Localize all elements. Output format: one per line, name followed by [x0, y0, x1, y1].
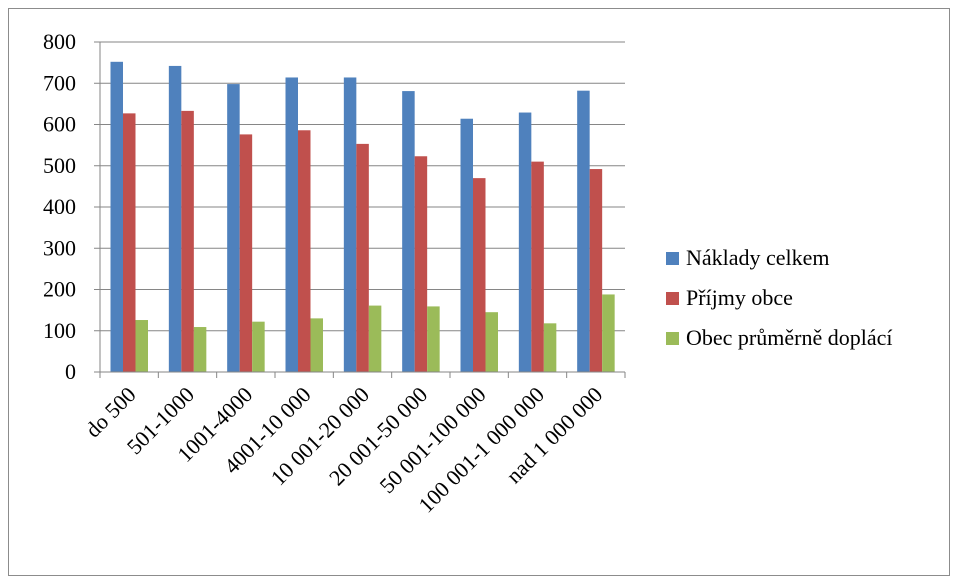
bar — [577, 90, 590, 373]
bar — [168, 65, 182, 373]
legend-label: Obec průměrně doplácí — [686, 325, 892, 350]
bar — [485, 312, 498, 372]
legend-swatch — [666, 252, 679, 265]
y-tick-label: 0 — [65, 359, 76, 384]
bar — [427, 306, 440, 372]
legend-swatch — [666, 332, 679, 345]
bar — [531, 161, 544, 372]
y-tick-label: 100 — [43, 318, 76, 343]
bar — [402, 91, 415, 373]
axes — [94, 41, 626, 378]
bar — [298, 130, 311, 372]
bar — [602, 294, 615, 372]
legend-label: Příjmy obce — [686, 285, 793, 310]
bar — [310, 318, 323, 372]
bar — [356, 143, 369, 372]
y-tick-label: 200 — [43, 277, 76, 302]
bar — [460, 118, 473, 372]
bar — [227, 84, 240, 372]
bar — [543, 323, 557, 372]
y-axis-ticks: 0 100 200 300 400 500 600 700 800 — [43, 29, 76, 384]
legend: Náklady celkem Příjmy obce Obec průměrně d… — [666, 245, 892, 350]
legend-label: Náklady celkem — [686, 245, 830, 270]
bar — [368, 305, 382, 372]
bar — [518, 112, 532, 372]
y-tick-label: 700 — [43, 70, 76, 95]
bar — [252, 321, 265, 372]
bar — [473, 178, 486, 372]
y-tick-label: 500 — [43, 153, 76, 178]
bar — [123, 113, 136, 373]
y-tick-label: 600 — [43, 112, 76, 137]
bars — [110, 61, 615, 373]
bar — [239, 134, 253, 372]
y-tick-label: 800 — [43, 29, 76, 54]
y-tick-label: 300 — [43, 235, 76, 260]
bar — [193, 327, 207, 372]
bar — [589, 169, 603, 372]
legend-swatch — [666, 292, 679, 305]
bar — [135, 320, 148, 372]
y-tick-label: 400 — [43, 194, 76, 219]
bar — [285, 77, 298, 372]
bar — [181, 110, 194, 372]
bar — [110, 61, 123, 373]
bar — [414, 156, 428, 372]
bar — [343, 77, 357, 372]
